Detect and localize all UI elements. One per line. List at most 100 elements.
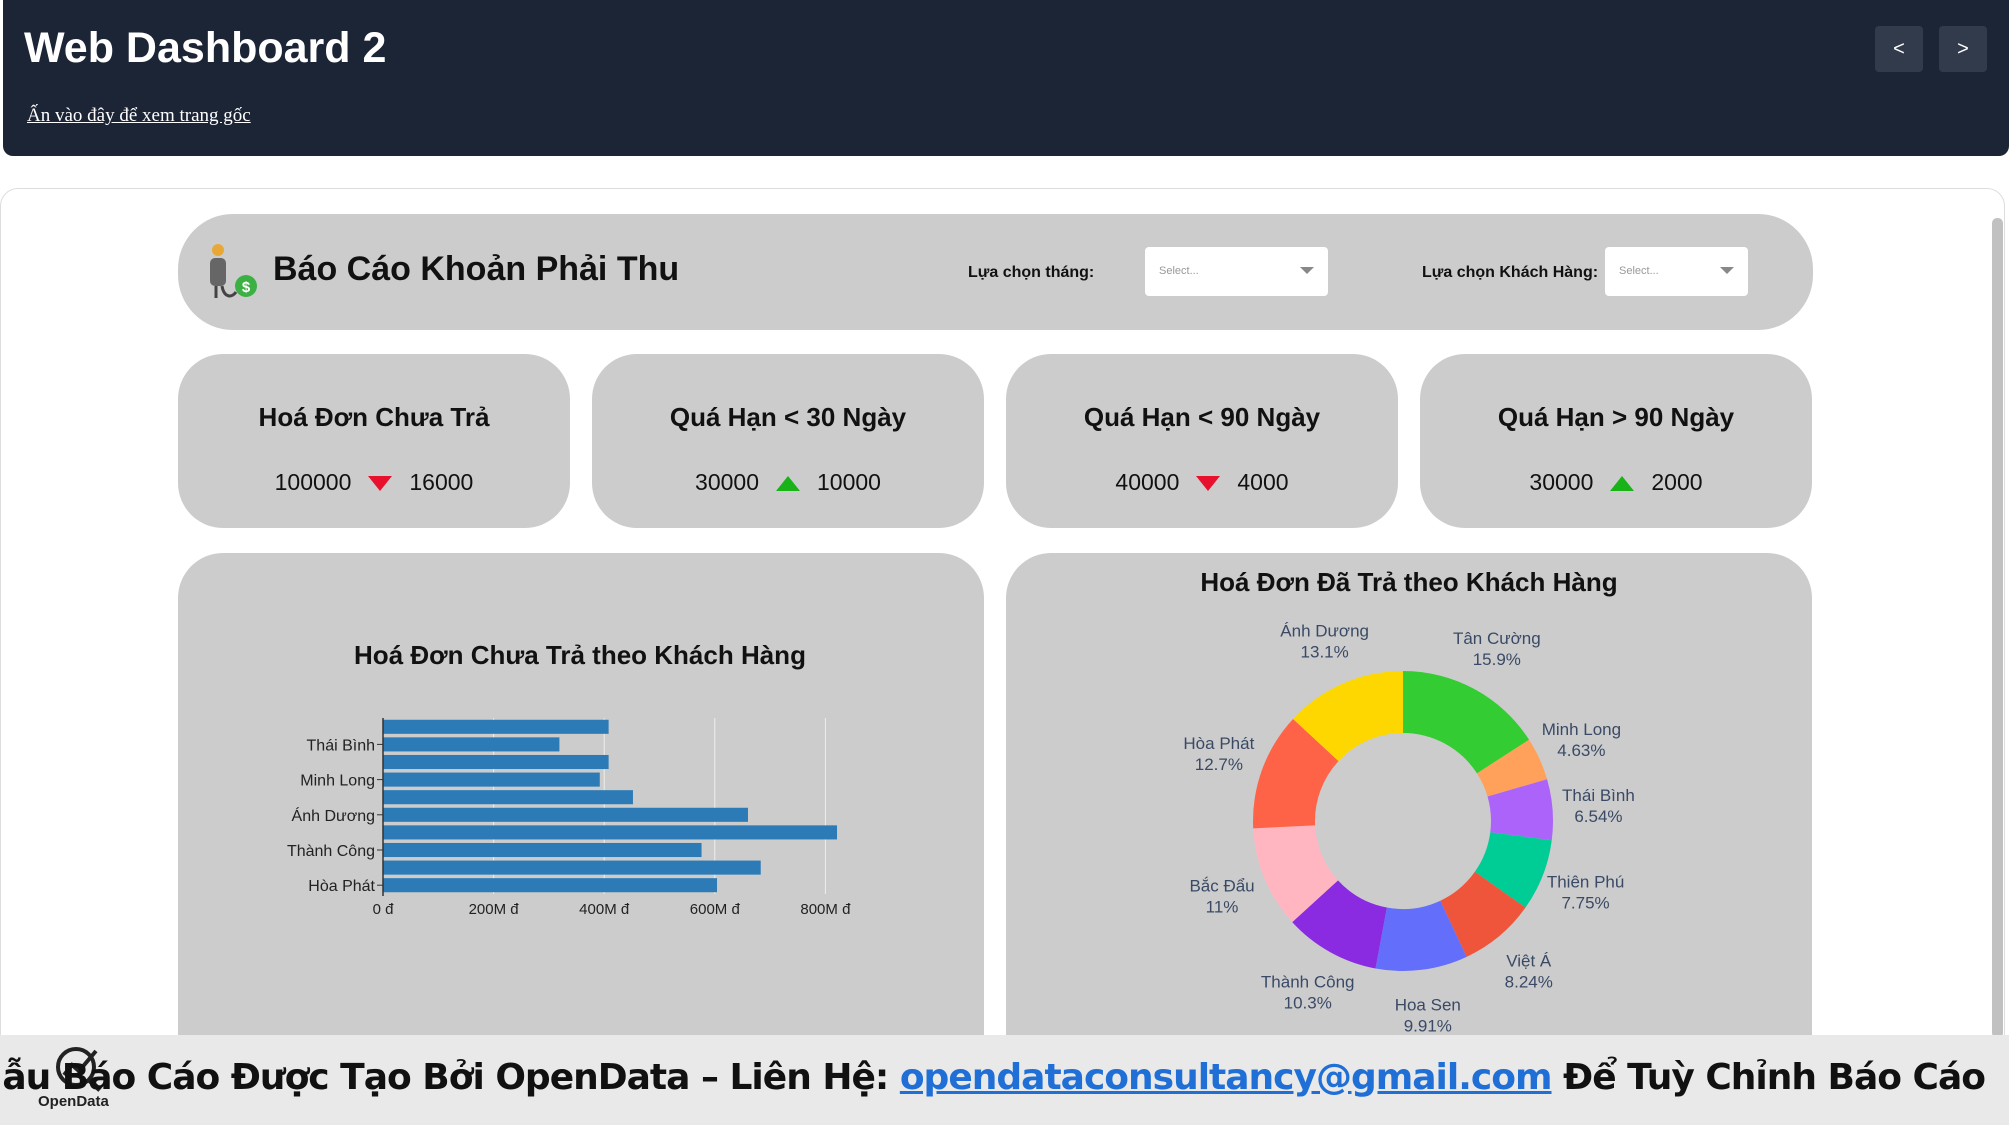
kpi-value: 40000 xyxy=(1115,469,1180,495)
slice-value: 4.63% xyxy=(1557,741,1605,760)
month-select[interactable]: Select... xyxy=(1145,247,1328,296)
scrollbar[interactable] xyxy=(1992,218,2003,1038)
bar xyxy=(383,878,718,893)
svg-text:$: $ xyxy=(242,279,251,296)
slice-label: Thái Bình xyxy=(1562,786,1635,805)
x-tick-label: 600M đ xyxy=(690,901,741,918)
kpi-values: 30000 10000 xyxy=(592,469,984,496)
x-tick-label: 800M đ xyxy=(800,901,851,918)
title: Web Dashboard 2 xyxy=(24,24,387,72)
chart-title: Hoá Đơn Chưa Trả theo Khách Hàng xyxy=(354,640,806,670)
slice xyxy=(1487,779,1553,841)
bar xyxy=(383,719,609,734)
filter-label: Lựa chọn Khách Hàng: xyxy=(1422,264,1599,281)
kpi-card: Hoá Đơn Chưa Trả 100000 16000 xyxy=(178,354,570,528)
slice-value: 10.3% xyxy=(1284,993,1332,1012)
slice-value: 8.24% xyxy=(1505,972,1553,991)
down-arrow xyxy=(368,475,393,491)
up-arrow xyxy=(1610,475,1635,491)
slice-label: Ánh Dương xyxy=(1280,621,1369,640)
slice-label: Tân Cường xyxy=(1453,629,1541,648)
next-button[interactable]: > xyxy=(1939,26,1987,72)
slice-label: Minh Long xyxy=(1542,720,1621,739)
arrow xyxy=(1610,475,1635,491)
bar xyxy=(383,754,609,770)
text: Để Tuỳ Chỉnh Báo Cáo xyxy=(1551,1057,1986,1098)
slice-label: Hòa Phát xyxy=(1183,734,1254,753)
logo-text: OpenData xyxy=(38,1093,109,1110)
slice xyxy=(1253,825,1339,923)
kpi-title: Hoá Đơn Chưa Trả xyxy=(258,402,490,432)
chart-title: Hoá Đơn Đã Trả theo Khách Hàng xyxy=(1200,567,1617,597)
x-tick-label: 0 đ xyxy=(373,901,395,918)
placeholder: Select... xyxy=(1159,265,1199,277)
slice-label: Thành Công xyxy=(1261,972,1355,991)
kpi-card: Quá Hạn > 90 Ngày 30000 2000 xyxy=(1420,354,1812,528)
slice xyxy=(1440,871,1526,957)
slice-label: Việt Á xyxy=(1506,951,1552,970)
slice xyxy=(1293,671,1403,762)
slice-label: Hoa Sen xyxy=(1395,995,1461,1014)
bar xyxy=(383,772,600,787)
kpi-title: Quá Hạn > 90 Ngày xyxy=(1497,402,1735,432)
text: Mẫu Báo Cáo Được Tạo Bởi OpenData – Liên… xyxy=(0,1057,900,1098)
arrow xyxy=(1196,475,1221,491)
slice xyxy=(1474,832,1552,908)
kpi-delta: 10000 xyxy=(817,469,881,495)
slice-label: Bắc Đẩu xyxy=(1189,876,1254,895)
y-tick-label: Ánh Dương xyxy=(292,806,375,825)
slice xyxy=(1403,671,1530,774)
bar xyxy=(383,860,761,875)
link[interactable]: Ấn vào đây để xem trang gốc xyxy=(27,105,251,126)
logo-icon xyxy=(56,1047,102,1092)
kpi-title: Quá Hạn < 90 Ngày xyxy=(1083,402,1321,432)
y-tick-label: Hòa Phát xyxy=(308,878,375,895)
up-arrow xyxy=(776,475,800,491)
x-tick-label: 400M đ xyxy=(579,901,630,918)
bar xyxy=(383,842,702,858)
slice xyxy=(1292,880,1387,969)
prev-button[interactable]: < xyxy=(1875,26,1923,72)
footer: OpenData Mẫu Báo Cáo Được Tạo Bởi OpenDa… xyxy=(0,1035,2009,1125)
footer-text: Mẫu Báo Cáo Được Tạo Bởi OpenData – Liên… xyxy=(0,1057,1986,1098)
donut-chart: Hoá Đơn Đã Trả theo Khách Hàng Tân Cường… xyxy=(1183,567,1635,1035)
arrow xyxy=(776,475,800,491)
slice-value: 12.7% xyxy=(1195,755,1243,774)
y-tick-label: Thái Bình xyxy=(307,737,375,754)
y-tick-label: Minh Long xyxy=(300,773,375,790)
report-title: Báo Cáo Khoản Phải Thu xyxy=(273,250,680,288)
bar xyxy=(383,807,748,822)
kpi-values: 40000 4000 xyxy=(1006,469,1398,496)
filter-label: Lựa chọn tháng: xyxy=(968,264,1095,281)
slice-value: 13.1% xyxy=(1301,642,1349,661)
slice-value: 6.54% xyxy=(1574,807,1622,826)
slice xyxy=(1375,900,1467,971)
kpi-value: 30000 xyxy=(695,469,759,495)
kpi-card: Quá Hạn < 30 Ngày 30000 10000 xyxy=(592,354,984,528)
kpi-delta: 16000 xyxy=(409,469,474,495)
arrow xyxy=(368,475,393,491)
slice-label: Thiên Phú xyxy=(1547,872,1625,891)
customer-select[interactable]: Select... xyxy=(1605,247,1748,296)
report-bar: $ Báo Cáo Khoản Phải Thu Lựa chọn tháng:… xyxy=(178,214,1813,330)
slice-value: 9.91% xyxy=(1404,1016,1452,1035)
kpi-title: Quá Hạn < 30 Ngày xyxy=(669,402,907,432)
kpi-value: 30000 xyxy=(1529,469,1594,495)
kpi-card: Quá Hạn < 90 Ngày 40000 4000 xyxy=(1006,354,1398,528)
chart-card: Hoá Đơn Đã Trả theo Khách Hàng Tân Cường… xyxy=(1006,553,1812,1093)
chart-card: Hoá Đơn Chưa Trả theo Khách Hàng 0 đ 200M… xyxy=(178,553,984,1093)
icon: $ xyxy=(210,244,257,298)
kpi-value: 100000 xyxy=(274,469,352,495)
kpi-delta: 2000 xyxy=(1651,469,1703,495)
email-link[interactable]: opendataconsultancy@gmail.com xyxy=(899,1057,1553,1098)
placeholder: Select... xyxy=(1619,265,1659,277)
down-arrow xyxy=(1196,475,1221,491)
y-tick-label: Thành Công xyxy=(287,843,375,860)
kpi-values: 30000 2000 xyxy=(1420,469,1812,496)
kpi-values: 100000 16000 xyxy=(178,469,570,496)
header: Web Dashboard 2 Ấn vào đây để xem trang … xyxy=(3,0,2009,156)
slice-value: 7.75% xyxy=(1561,893,1609,912)
bar-chart: Hoá Đơn Chưa Trả theo Khách Hàng 0 đ 200M… xyxy=(287,640,851,918)
slice-value: 11% xyxy=(1206,897,1239,916)
